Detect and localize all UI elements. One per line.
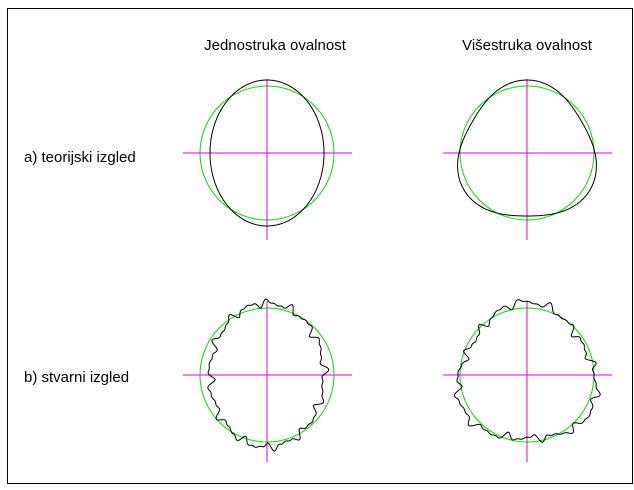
row-label: b) stvarni izgled xyxy=(24,369,129,386)
frame xyxy=(7,8,633,484)
profile xyxy=(209,79,325,227)
profile xyxy=(453,299,601,443)
shapes xyxy=(183,79,612,462)
row-label: a) teorijski izgled xyxy=(24,149,136,166)
column-title: Višestruka ovalnost xyxy=(462,37,593,54)
column-title: Jednostruka ovalnost xyxy=(204,37,347,54)
profile xyxy=(207,298,330,452)
profile xyxy=(457,79,597,217)
